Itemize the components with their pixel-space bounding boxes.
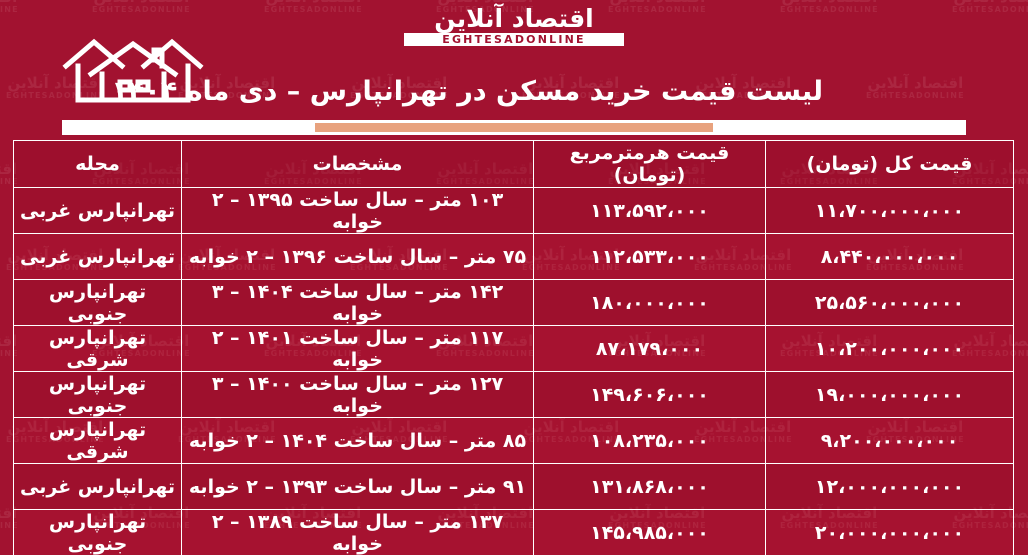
column-header-total: قیمت کل (تومان) [765,140,1014,188]
page-title: لیست قیمت خرید مسکن در تهرانپارس – دی ما… [111,76,823,107]
cell-neighborhood: تهرانپارس جنوبی [13,371,182,418]
cell-total-price: ۲۰،۰۰۰،۰۰۰،۰۰۰ [765,509,1014,555]
column-header-unit-price: قیمت هرمترمربع (تومان) [533,140,766,188]
cell-specifications: ۱۱۷ متر – سال ساخت ۱۴۰۱ – ۲ خوابه [181,325,534,372]
cell-specifications: ۱۰۳ متر – سال ساخت ۱۳۹۵ – ۲ خوابه [181,187,534,234]
cell-specifications: ۹۱ متر – سال ساخت ۱۳۹۳ – ۲ خوابه [181,463,534,510]
cell-neighborhood: تهرانپارس شرقی [13,417,182,464]
cell-total-price: ۹،۲۰۰،۰۰۰،۰۰۰ [765,417,1014,464]
cell-unit-price: ۱۱۳،۵۹۲،۰۰۰ [533,187,766,234]
cell-unit-price: ۱۸۰،۰۰۰،۰۰۰ [533,279,766,326]
table-row: ۱۹،۰۰۰،۰۰۰،۰۰۰ ۱۴۹،۶۰۶،۰۰۰ ۱۲۷ متر – سال س… [13,371,1014,418]
divider-bar [62,120,966,135]
divider-accent [315,123,713,132]
column-header-specifications: مشخصات [181,140,534,188]
cell-total-price: ۱۹،۰۰۰،۰۰۰،۰۰۰ [765,371,1014,418]
cell-total-price: ۱۰،۲۰۰،۰۰۰،۰۰۰ [765,325,1014,372]
table-row: ۹،۲۰۰،۰۰۰،۰۰۰ ۱۰۸،۲۳۵،۰۰۰ ۸۵ متر – سال ساخ… [13,417,1014,464]
cell-total-price: ۲۵،۵۶۰،۰۰۰،۰۰۰ [765,279,1014,326]
table-row: ۲۰،۰۰۰،۰۰۰،۰۰۰ ۱۴۵،۹۸۵،۰۰۰ ۱۳۷ متر – سال س… [13,509,1014,555]
cell-neighborhood: تهرانپارس غربی [13,187,182,234]
brand-logo-fa: اقتصاد آنلاین [434,4,594,33]
table-row: ۲۵،۵۶۰،۰۰۰،۰۰۰ ۱۸۰،۰۰۰،۰۰۰ ۱۴۲ متر – سال س… [13,279,1014,326]
cell-neighborhood: تهرانپارس جنوبی [13,509,182,555]
cell-total-price: ۱۲،۰۰۰،۰۰۰،۰۰۰ [765,463,1014,510]
cell-specifications: ۱۴۲ متر – سال ساخت ۱۴۰۴ – ۳ خوابه [181,279,534,326]
brand-logo: اقتصاد آنلاین EGHTESADONLINE [404,6,624,46]
table-row: ۸،۴۴۰،۰۰۰،۰۰۰ ۱۱۲،۵۳۳،۰۰۰ ۷۵ متر – سال ساخ… [13,233,1014,280]
cell-specifications: ۱۲۷ متر – سال ساخت ۱۴۰۰ – ۳ خوابه [181,371,534,418]
house-outline-icon [58,30,208,110]
table-head: قیمت کل (تومان) قیمت هرمترمربع (تومان) م… [13,140,1014,188]
cell-total-price: ۸،۴۴۰،۰۰۰،۰۰۰ [765,233,1014,280]
cell-unit-price: ۱۱۲،۵۳۳،۰۰۰ [533,233,766,280]
cell-neighborhood: تهرانپارس جنوبی [13,279,182,326]
cell-unit-price: ۱۰۸،۲۳۵،۰۰۰ [533,417,766,464]
cell-neighborhood: تهرانپارس غربی [13,463,182,510]
cell-neighborhood: تهرانپارس غربی [13,233,182,280]
table-row: ۱۰،۲۰۰،۰۰۰،۰۰۰ ۸۷،۱۷۹،۰۰۰ ۱۱۷ متر – سال سا… [13,325,1014,372]
price-table-wrapper: قیمت کل (تومان) قیمت هرمترمربع (تومان) م… [13,140,1014,555]
table-row: ۱۲،۰۰۰،۰۰۰،۰۰۰ ۱۳۱،۸۶۸،۰۰۰ ۹۱ متر – سال سا… [13,463,1014,510]
table-body: ۱۱،۷۰۰،۰۰۰،۰۰۰ ۱۱۳،۵۹۲،۰۰۰ ۱۰۳ متر – سال س… [13,187,1014,555]
cell-unit-price: ۱۴۹،۶۰۶،۰۰۰ [533,371,766,418]
cell-specifications: ۱۳۷ متر – سال ساخت ۱۳۸۹ – ۲ خوابه [181,509,534,555]
cell-unit-price: ۸۷،۱۷۹،۰۰۰ [533,325,766,372]
cell-total-price: ۱۱،۷۰۰،۰۰۰،۰۰۰ [765,187,1014,234]
price-table: قیمت کل (تومان) قیمت هرمترمربع (تومان) م… [13,140,1014,555]
cell-specifications: ۸۵ متر – سال ساخت ۱۴۰۴ – ۲ خوابه [181,417,534,464]
column-header-neighborhood: محله [13,140,182,188]
brand-logo-en: EGHTESADONLINE [404,33,624,46]
cell-neighborhood: تهرانپارس شرقی [13,325,182,372]
cell-specifications: ۷۵ متر – سال ساخت ۱۳۹۶ – ۲ خوابه [181,233,534,280]
cell-unit-price: ۱۳۱،۸۶۸،۰۰۰ [533,463,766,510]
table-row: ۱۱،۷۰۰،۰۰۰،۰۰۰ ۱۱۳،۵۹۲،۰۰۰ ۱۰۳ متر – سال س… [13,187,1014,234]
table-header-row: قیمت کل (تومان) قیمت هرمترمربع (تومان) م… [13,140,1014,188]
cell-unit-price: ۱۴۵،۹۸۵،۰۰۰ [533,509,766,555]
header: اقتصاد آنلاین EGHTESADONLINE [0,0,1028,140]
